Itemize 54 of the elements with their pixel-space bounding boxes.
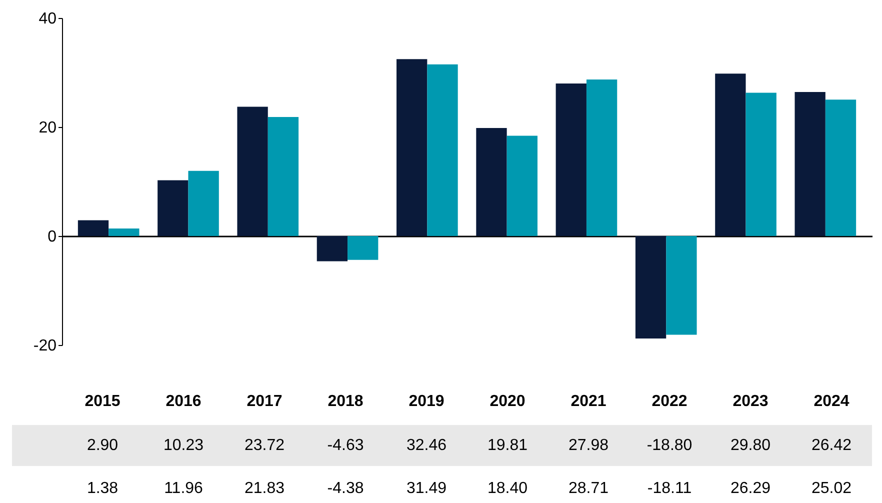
x-tick-label: 2017 (246, 393, 282, 410)
y-tick-label: -20 (33, 338, 57, 354)
x-tick-label: 2019 (408, 393, 444, 410)
data-label: 28.71 (568, 480, 609, 497)
data-label: 25.02 (811, 480, 852, 497)
bar (746, 92, 776, 236)
x-tick-label: 2021 (570, 393, 606, 410)
bar (316, 236, 348, 262)
data-label: 18.40 (487, 480, 528, 497)
data-label: 10.23 (163, 437, 204, 454)
data-label: 32.46 (406, 437, 447, 454)
data-label: 1.38 (86, 480, 118, 497)
data-label: -18.11 (647, 480, 692, 497)
x-tick-label: 2020 (490, 393, 526, 410)
data-label: 11.96 (164, 480, 204, 497)
bar (348, 236, 378, 260)
data-label: 26.42 (811, 437, 852, 454)
data-label: -4.38 (327, 480, 364, 497)
data-label: 27.98 (568, 437, 609, 454)
bar (237, 106, 268, 236)
bar (635, 236, 666, 338)
x-tick-label: 2015 (84, 393, 120, 410)
bar (715, 74, 746, 236)
data-label: 19.81 (487, 437, 528, 454)
data-label: 26.29 (730, 480, 771, 497)
data-label: 29.80 (730, 437, 771, 454)
bar (476, 128, 507, 236)
bar (268, 117, 299, 236)
bar (108, 228, 140, 236)
bar (158, 180, 188, 236)
bar (427, 64, 458, 236)
bar (586, 80, 618, 236)
bar (396, 59, 428, 236)
x-tick-label: 2023 (732, 393, 768, 410)
data-label: 21.83 (244, 480, 285, 497)
data-label: 2.90 (86, 437, 118, 454)
bar (666, 236, 697, 335)
x-tick-label: 2024 (814, 393, 850, 410)
y-tick-label: 20 (38, 120, 57, 136)
bar (506, 136, 538, 236)
bar (188, 170, 219, 236)
bar (556, 84, 586, 236)
x-tick-label: 2016 (166, 393, 202, 410)
y-tick-label: 0 (48, 228, 57, 246)
x-tick-label: 2018 (328, 393, 364, 410)
y-tick-label: 40 (38, 10, 57, 28)
data-label: -18.80 (646, 437, 692, 454)
bar (825, 100, 856, 236)
x-tick-label: 2022 (652, 393, 688, 410)
data-label: -4.63 (327, 437, 364, 454)
bar (78, 220, 109, 236)
data-label: 31.49 (406, 480, 447, 497)
bar (794, 92, 826, 236)
data-label: 23.72 (244, 437, 285, 454)
